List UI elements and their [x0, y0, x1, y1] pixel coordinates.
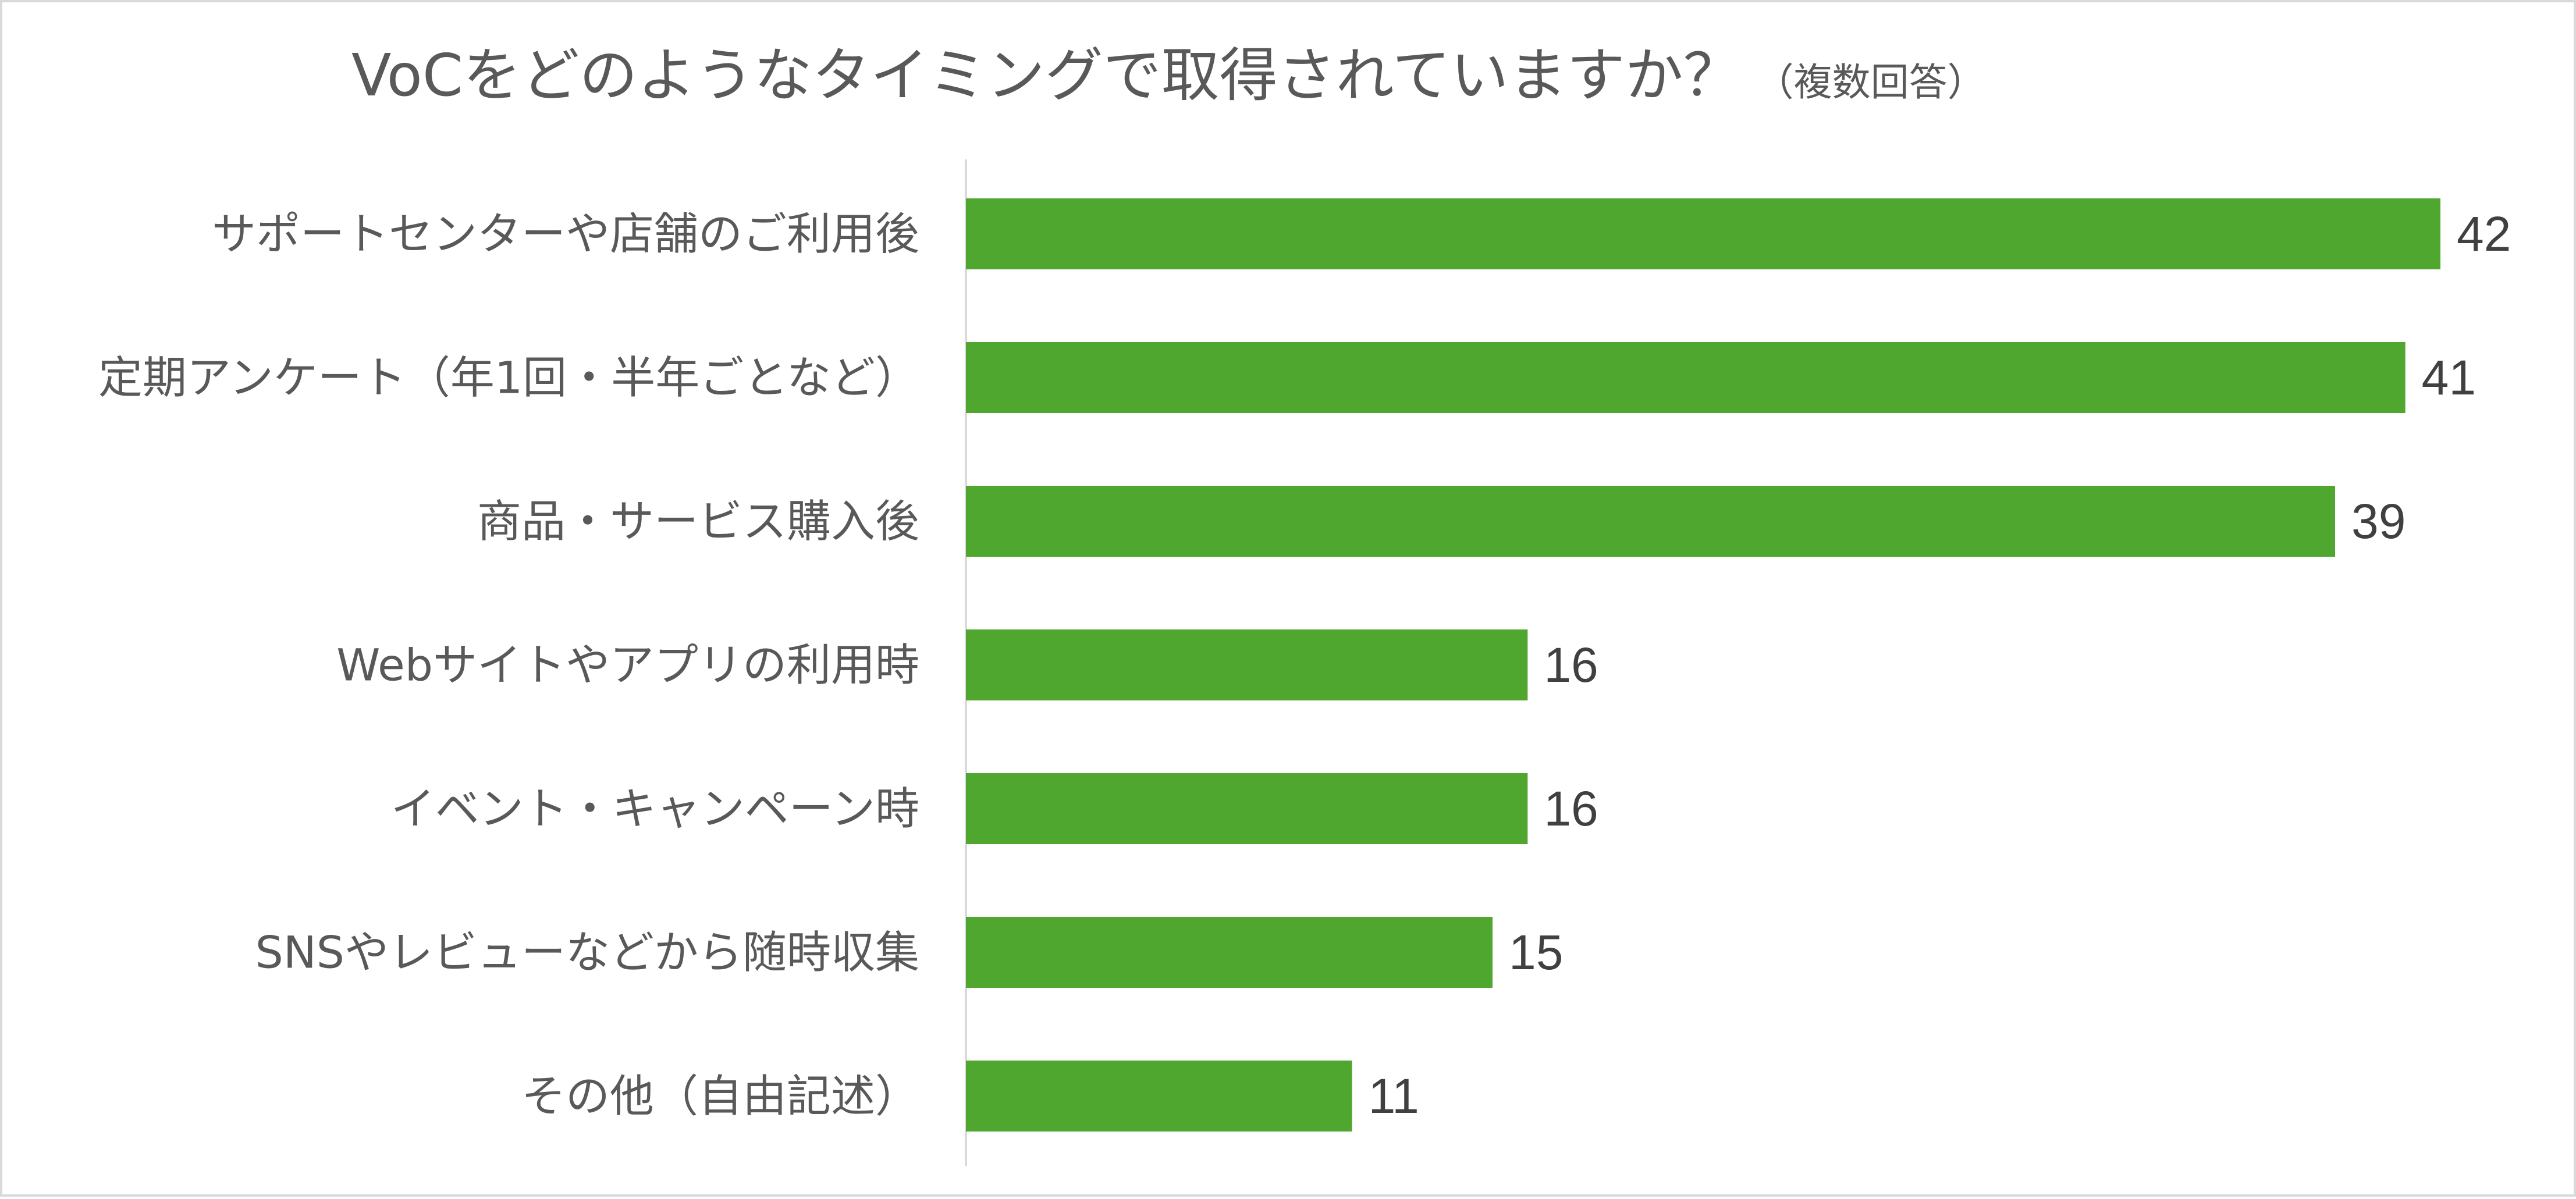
- value-label-7: 11: [1369, 1069, 1419, 1123]
- category-label-1: サポートセンターや店舗のご利用後: [212, 208, 919, 260]
- category-label-2: 定期アンケート（年1回・半年ごとなど）: [98, 352, 919, 404]
- bar-4: [966, 629, 1528, 700]
- value-label-2: 41: [2422, 350, 2476, 405]
- bar-3: [966, 486, 2335, 557]
- category-label-3: 商品・サービス購入後: [477, 496, 919, 547]
- value-label-1: 42: [2457, 207, 2511, 261]
- chart-title-main: VoCをどのようなタイミングで取得されていますか？: [351, 41, 1742, 109]
- bar-5: [966, 773, 1528, 844]
- bar-6: [966, 917, 1493, 988]
- value-label-5: 16: [1544, 781, 1598, 836]
- bar-1: [966, 198, 2440, 269]
- bar-2: [966, 342, 2406, 413]
- bars-group: サポートセンターや店舗のご利用後 42 定期アンケート（年1回・半年ごとなど） 41 商…: [98, 198, 2511, 1132]
- category-label-6: SNSやレビューなどから随時収集: [255, 927, 919, 979]
- value-label-6: 15: [1509, 925, 1563, 980]
- value-label-3: 39: [2351, 494, 2406, 549]
- category-label-4: Webサイトやアプリの利用時: [336, 639, 919, 691]
- category-label-5: イベント・キャンペーン時: [391, 783, 919, 835]
- value-label-4: 16: [1544, 638, 1598, 692]
- chart-title: VoCをどのようなタイミングで取得されていますか？ （複数回答）: [351, 41, 1986, 109]
- chart-title-subtitle: （複数回答）: [1756, 60, 1986, 105]
- bar-7: [966, 1061, 1352, 1132]
- category-label-7: その他（自由記述）: [521, 1070, 919, 1122]
